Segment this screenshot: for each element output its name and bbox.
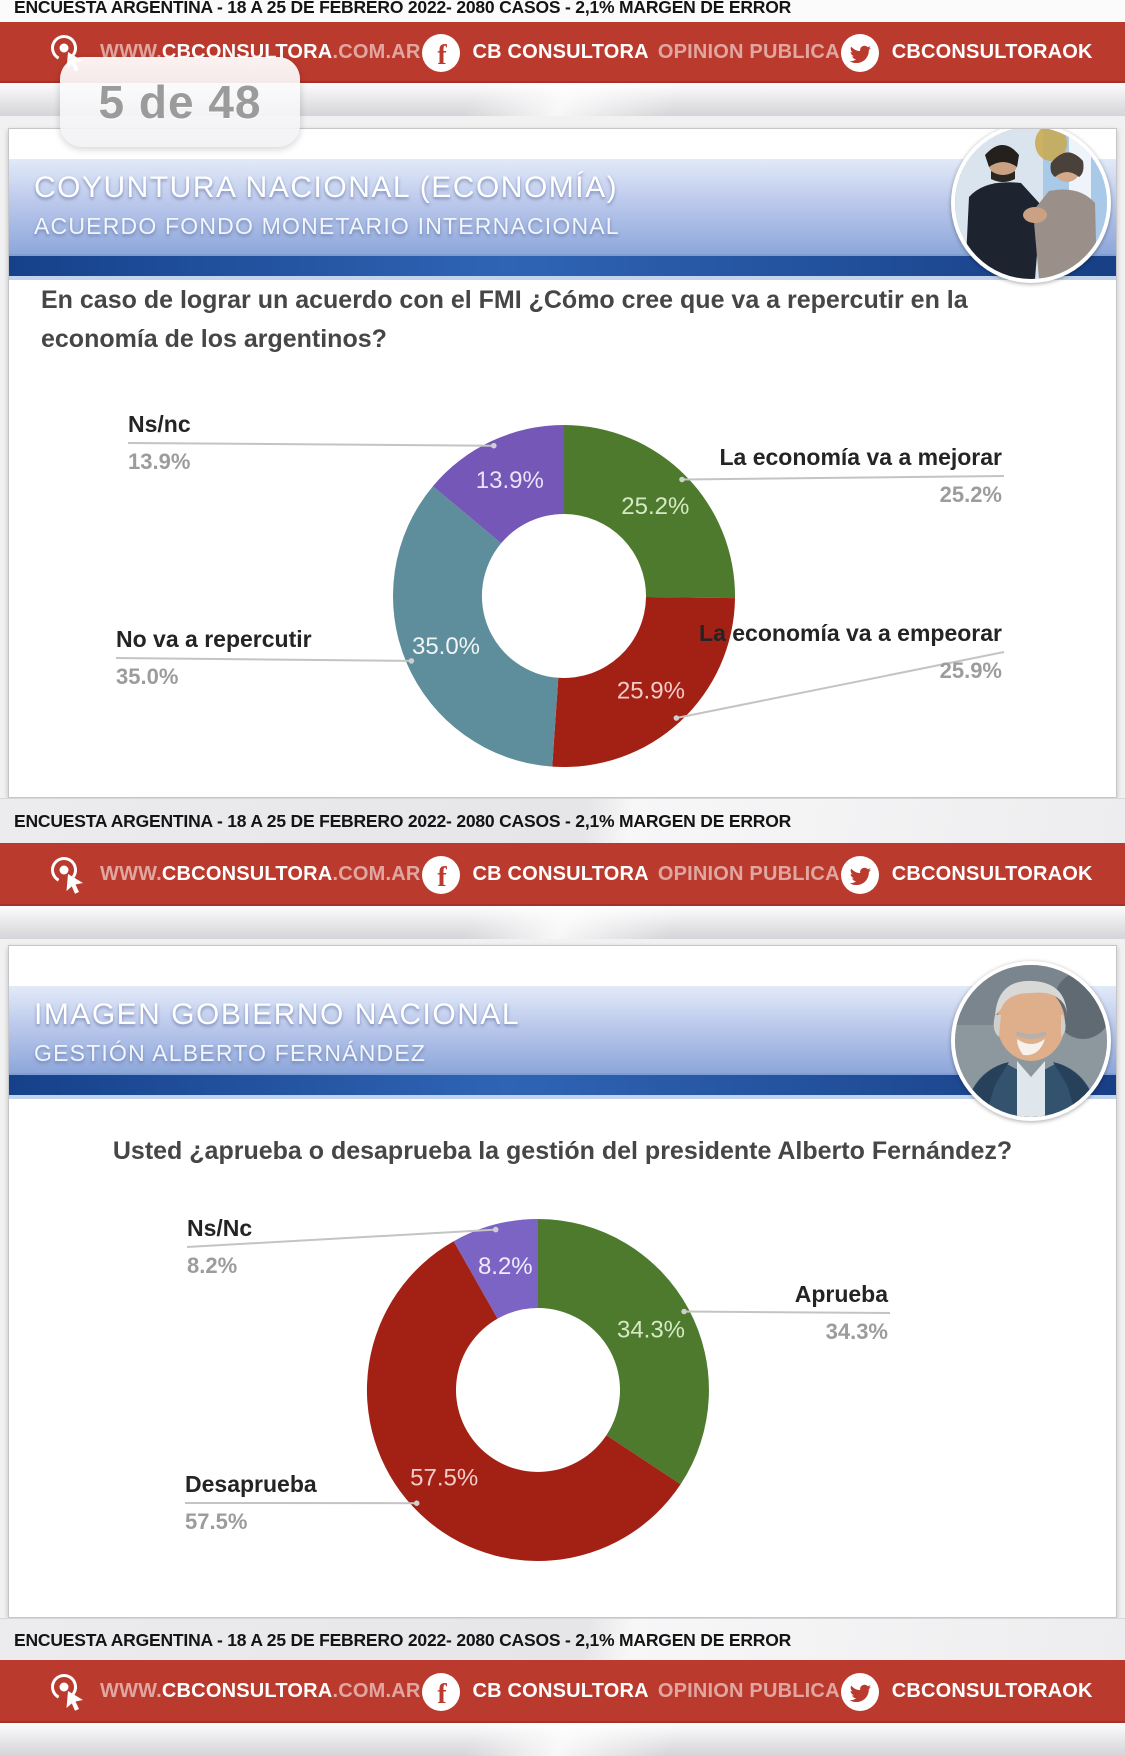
twitter-icon	[840, 33, 880, 73]
slice-value-label: 8.2%	[478, 1253, 533, 1280]
slice-value-label: 13.9%	[476, 467, 544, 494]
callout-anchor-dot	[681, 1309, 687, 1315]
guzman-georgieva-handshake-photo	[951, 128, 1111, 283]
callout-leader-line	[187, 1230, 496, 1247]
callout-leader-line	[128, 443, 494, 446]
chart-callout-label: La economía va a empeorar	[699, 620, 1002, 647]
question-text: En caso de lograr un acuerdo con el FMI …	[41, 281, 1051, 359]
twitter-link[interactable]: CBCONSULTORAOK	[840, 855, 1093, 895]
callout-leader-line	[676, 652, 1004, 718]
section-banner-1: COYUNTURA NACIONAL (ECONOMÍA) ACUERDO FO…	[9, 159, 1116, 280]
survey-note: ENCUESTA ARGENTINA - 18 A 25 DE FEBRERO …	[0, 811, 791, 832]
survey-note-band-mid: ENCUESTA ARGENTINA - 18 A 25 DE FEBRERO …	[0, 798, 1125, 845]
question-text: Usted ¿aprueba o desaprueba la gestión d…	[9, 1132, 1116, 1171]
callout-anchor-dot	[674, 715, 680, 721]
section-banner-surface: IMAGEN GOBIERNO NACIONAL GESTIÓN ALBERTO…	[9, 986, 1116, 1073]
chart-callout-value: 35.0%	[116, 664, 178, 690]
website-link[interactable]: WWW.CBCONSULTORA.COM.AR	[48, 1672, 421, 1712]
callout-anchor-dot	[491, 443, 497, 449]
donut-slice-0	[538, 1219, 709, 1484]
callout-anchor-dot	[493, 1227, 499, 1233]
website-text: WWW.CBCONSULTORA.COM.AR	[100, 1680, 421, 1703]
divider-gloss-band	[0, 906, 1125, 939]
twitter-link[interactable]: CBCONSULTORAOK	[840, 1672, 1093, 1712]
banner-stripe	[9, 1073, 1116, 1099]
svg-text:f: f	[437, 862, 447, 893]
click-cursor-icon	[48, 1672, 88, 1712]
twitter-link[interactable]: CBCONSULTORAOK	[840, 33, 1093, 73]
chart-callout-value: 34.3%	[826, 1319, 888, 1345]
slide-2: IMAGEN GOBIERNO NACIONAL GESTIÓN ALBERTO…	[8, 945, 1117, 1618]
chart-callout-value: 25.9%	[940, 658, 1002, 684]
twitter-text: CBCONSULTORAOK	[892, 41, 1093, 64]
slide-1: COYUNTURA NACIONAL (ECONOMÍA) ACUERDO FO…	[8, 128, 1117, 798]
callout-leader-line	[116, 658, 411, 661]
survey-note-band-bottom: ENCUESTA ARGENTINA - 18 A 25 DE FEBRERO …	[0, 1618, 1125, 1662]
chart-callout-label: Desaprueba	[185, 1471, 317, 1498]
callout-anchor-dot	[679, 477, 685, 483]
chart-callout-value: 8.2%	[187, 1253, 237, 1279]
website-text: WWW.CBCONSULTORA.COM.AR	[100, 863, 421, 886]
chart-callout-label: No va a repercutir	[116, 626, 312, 653]
slice-value-label: 57.5%	[410, 1465, 478, 1492]
slice-value-label: 25.9%	[617, 677, 685, 704]
chart-callout-label: Ns/Nc	[187, 1215, 252, 1242]
chart-callout-label: Aprueba	[795, 1281, 888, 1308]
page-counter-text: 5 de 48	[99, 75, 262, 129]
chart-callout-label: Ns/nc	[128, 411, 191, 438]
section-banner-surface: COYUNTURA NACIONAL (ECONOMÍA) ACUERDO FO…	[9, 159, 1116, 254]
svg-text:f: f	[437, 40, 447, 71]
slice-value-label: 34.3%	[617, 1316, 685, 1343]
alberto-fernandez-photo	[951, 961, 1111, 1121]
survey-note: ENCUESTA ARGENTINA - 18 A 25 DE FEBRERO …	[0, 1630, 791, 1651]
survey-note: ENCUESTA ARGENTINA - 18 A 25 DE FEBRERO …	[0, 0, 791, 18]
banner-stripe	[9, 254, 1116, 280]
donut-slice-2	[454, 1219, 538, 1319]
survey-note-band-top: ENCUESTA ARGENTINA - 18 A 25 DE FEBRERO …	[0, 0, 1125, 23]
donut-slice-1	[367, 1241, 681, 1561]
chart-callout-label: La economía va a mejorar	[719, 444, 1002, 471]
chart-callout-value: 13.9%	[128, 449, 190, 475]
chart-callout-value: 25.2%	[940, 482, 1002, 508]
facebook-icon: f	[421, 1672, 461, 1712]
click-cursor-icon	[48, 855, 88, 895]
callout-anchor-dot	[414, 1500, 420, 1506]
twitter-text: CBCONSULTORAOK	[892, 863, 1093, 886]
twitter-icon	[840, 855, 880, 895]
page-counter: 5 de 48	[60, 57, 300, 147]
section-banner-2: IMAGEN GOBIERNO NACIONAL GESTIÓN ALBERTO…	[9, 986, 1116, 1099]
donut-slice-1	[552, 597, 735, 767]
divider-gloss-band	[0, 1723, 1125, 1756]
website-link[interactable]: WWW.CBCONSULTORA.COM.AR	[48, 855, 421, 895]
donut-slice-2	[393, 486, 558, 766]
donut-slice-3	[433, 425, 564, 543]
slice-value-label: 25.2%	[621, 493, 689, 520]
callout-leader-line	[682, 476, 1004, 480]
twitter-text: CBCONSULTORAOK	[892, 1680, 1093, 1703]
svg-text:f: f	[437, 1679, 447, 1710]
callout-anchor-dot	[409, 658, 415, 664]
facebook-icon: f	[421, 33, 461, 73]
facebook-icon: f	[421, 855, 461, 895]
donut-slice-0	[564, 425, 735, 598]
twitter-icon	[840, 1672, 880, 1712]
slice-value-label: 35.0%	[412, 633, 480, 660]
chart-callout-value: 57.5%	[185, 1509, 247, 1535]
callout-leader-line	[684, 1312, 890, 1314]
